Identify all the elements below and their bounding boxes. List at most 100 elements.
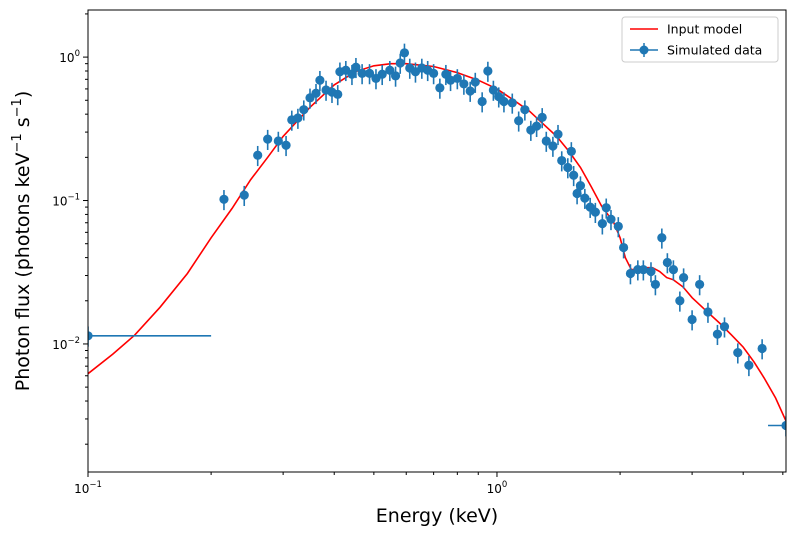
- data-point: [638, 260, 648, 281]
- data-marker: [675, 296, 685, 306]
- data-point: [675, 291, 685, 312]
- data-marker: [563, 162, 573, 173]
- data-marker: [580, 193, 590, 203]
- data-point: [712, 324, 723, 346]
- model-layer: [88, 62, 786, 422]
- data-point: [293, 108, 303, 129]
- data-marker: [541, 136, 551, 146]
- data-marker: [452, 73, 462, 84]
- legend-box: [621, 16, 779, 63]
- data-point: [281, 135, 291, 157]
- tick-label: 10−1: [74, 480, 102, 496]
- data-marker: [668, 264, 678, 275]
- data-marker: [537, 112, 547, 122]
- data-point: [263, 129, 273, 150]
- data-point: [364, 64, 375, 85]
- data-point: [613, 217, 623, 238]
- data-marker: [219, 194, 229, 204]
- data-marker: [744, 360, 754, 370]
- data-marker: [553, 129, 563, 139]
- data-marker: [488, 85, 498, 95]
- axis-ticks: 10−1 100 10−2 10−1 100: [52, 13, 784, 496]
- tick-label: 10−1: [52, 193, 80, 209]
- data-marker: [253, 150, 263, 160]
- data-marker: [459, 79, 469, 89]
- model-line: [88, 62, 786, 422]
- data-point: [532, 116, 542, 138]
- data-point: [507, 93, 517, 114]
- data-point: [377, 64, 387, 86]
- data-marker: [385, 65, 395, 75]
- data-point: [385, 60, 395, 82]
- data-point: [399, 43, 410, 64]
- data-marker: [625, 268, 636, 279]
- data-point: [575, 176, 586, 197]
- data-marker: [499, 96, 509, 107]
- data-marker: [781, 420, 786, 431]
- data-point: [563, 158, 573, 179]
- data-marker: [88, 331, 93, 341]
- data-marker: [719, 322, 730, 332]
- data-marker: [733, 348, 743, 358]
- data-marker: [569, 170, 579, 180]
- data-point: [488, 80, 498, 101]
- data-point: [520, 100, 530, 121]
- data-marker: [757, 343, 767, 354]
- data-marker: [572, 188, 582, 199]
- data-marker: [351, 62, 361, 72]
- data-point: [429, 64, 439, 85]
- data-point: [253, 145, 263, 167]
- data-point: [333, 85, 343, 106]
- data-marker: [390, 71, 401, 81]
- data-marker: [557, 155, 567, 166]
- data-marker: [601, 203, 611, 213]
- data-marker: [590, 207, 600, 217]
- data-marker: [293, 113, 303, 123]
- data-marker: [514, 116, 524, 126]
- data-point: [452, 69, 462, 90]
- data-point: [239, 185, 249, 207]
- data-point: [744, 356, 754, 377]
- legend-data-label: Simulated data: [667, 43, 762, 58]
- y-axis-label: Photon flux (photons keV−1 s−1): [10, 91, 34, 392]
- data-point: [299, 100, 309, 121]
- data-marker: [548, 141, 558, 151]
- legend-data-marker: [639, 45, 649, 55]
- data-marker: [638, 264, 648, 275]
- tick-label: 10−2: [52, 336, 80, 352]
- data-point: [687, 310, 697, 331]
- tick-label: 100: [487, 480, 508, 496]
- data-marker: [566, 146, 576, 157]
- data-marker: [532, 121, 542, 131]
- data-point: [650, 275, 661, 296]
- data-point: [351, 57, 361, 79]
- data-marker: [364, 68, 375, 78]
- data-marker: [662, 257, 672, 268]
- data-marker: [377, 69, 387, 79]
- data-marker: [347, 69, 357, 79]
- data-marker: [507, 98, 517, 108]
- data-point: [646, 262, 656, 283]
- data-marker: [357, 68, 367, 78]
- data-point: [757, 339, 767, 360]
- data-point: [483, 61, 493, 82]
- data-marker: [333, 89, 343, 99]
- data-point: [695, 275, 705, 296]
- data-point: [619, 238, 629, 259]
- data-point: [733, 343, 743, 364]
- data-point: [768, 416, 786, 437]
- legend: Input model Simulated data: [621, 16, 779, 63]
- data-point: [703, 302, 713, 323]
- data-point: [88, 326, 212, 347]
- plot-frame: [87, 9, 787, 473]
- data-point: [606, 210, 616, 231]
- data-point: [219, 190, 229, 211]
- data-point: [719, 317, 730, 338]
- data-point: [679, 268, 689, 289]
- data-point: [657, 228, 667, 249]
- data-marker: [477, 96, 487, 107]
- data-marker: [650, 279, 661, 290]
- x-axis-label: Energy (keV): [376, 505, 498, 527]
- data-point: [668, 260, 678, 281]
